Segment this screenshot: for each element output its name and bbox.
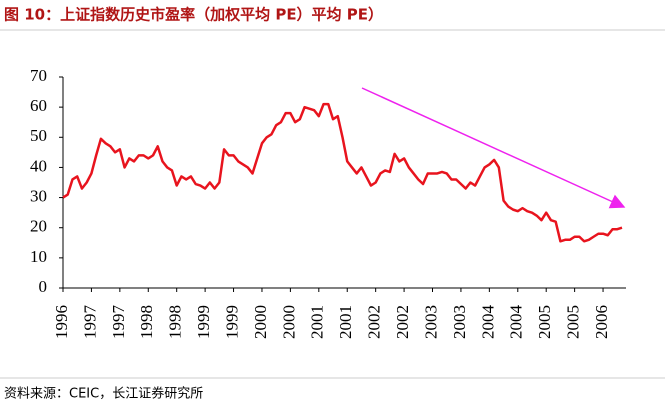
x-tick-label: 1996 xyxy=(52,305,71,339)
chart-title: 图 10：上证指数历史市盈率（加权平均 PE）平均 PE） xyxy=(4,6,383,24)
y-tick-label: 40 xyxy=(30,156,47,175)
x-tick-label: 1998 xyxy=(166,305,185,339)
x-tick-label: 1999 xyxy=(194,305,213,339)
x-tick-label: 1997 xyxy=(109,305,128,340)
x-tick-label: 2002 xyxy=(393,305,412,339)
y-tick-label: 20 xyxy=(30,217,47,236)
y-tick-label: 50 xyxy=(30,126,47,145)
x-tick-label: 2001 xyxy=(308,305,327,339)
x-tick-label: 2005 xyxy=(564,305,583,339)
x-tick-label: 1998 xyxy=(137,305,156,339)
trend-arrow xyxy=(361,87,626,209)
x-tick-label: 2000 xyxy=(279,305,298,339)
x-tick-label: 1999 xyxy=(222,305,241,339)
y-tick-label: 70 xyxy=(30,66,47,85)
x-tick-label: 2006 xyxy=(592,305,611,339)
y-tick-label: 60 xyxy=(30,96,47,115)
x-tick-label: 2005 xyxy=(535,305,554,339)
y-tick-label: 10 xyxy=(30,247,47,266)
x-tick-label: 2000 xyxy=(251,305,270,339)
source-note: 资料来源：CEIC，长江证券研究所 xyxy=(4,386,203,402)
x-tick-label: 2002 xyxy=(365,305,384,339)
x-tick-label: 2004 xyxy=(478,305,497,340)
x-tick-label: 2004 xyxy=(507,305,526,340)
x-tick-label: 2003 xyxy=(421,305,440,339)
y-tick-label: 30 xyxy=(30,186,47,205)
y-tick-label: 0 xyxy=(39,277,48,296)
x-tick-label: 2003 xyxy=(450,305,469,339)
data-line xyxy=(62,102,623,243)
x-tick-label: 1997 xyxy=(80,305,99,340)
x-tick-label: 2001 xyxy=(336,305,355,339)
